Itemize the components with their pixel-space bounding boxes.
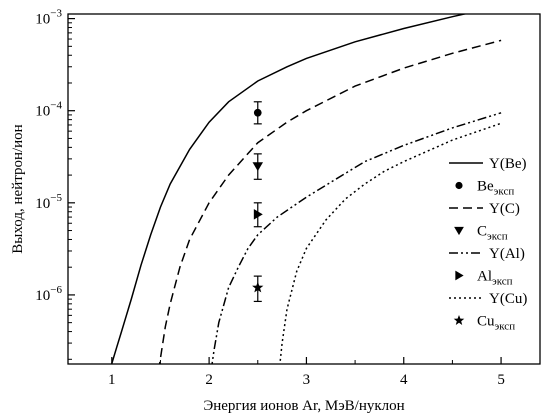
legend-marker xyxy=(454,226,464,236)
x-tick-label: 3 xyxy=(303,372,311,388)
y-tick-label: 10−4 xyxy=(35,100,62,120)
y-tick-label: 10−5 xyxy=(35,192,62,212)
data-point-al xyxy=(253,209,263,220)
y-tick-label: 10−6 xyxy=(35,284,62,304)
legend-label: Y(Al) xyxy=(489,246,525,262)
x-tick-label: 1 xyxy=(108,372,116,388)
y-axis-label: Выход, нейтрон/ион xyxy=(10,124,26,253)
y-tick-label: 10−3 xyxy=(35,8,62,28)
data-points xyxy=(252,101,264,303)
legend-marker xyxy=(453,315,465,325)
x-tick-label: 5 xyxy=(497,372,505,388)
legend-label: Beэксп xyxy=(477,179,514,198)
series-line-ybe xyxy=(111,14,468,364)
x-tick-label: 2 xyxy=(205,372,213,388)
legend-marker xyxy=(455,181,463,190)
axis-ticks: 1 2 3 4 5 10−6 10−5 10−4 10−3 xyxy=(35,8,505,388)
legend-label: Cuэксп xyxy=(477,314,515,333)
legend-label: Y(C) xyxy=(489,201,520,217)
x-axis-label: Энергия ионов Ar, МэВ/нуклон xyxy=(203,398,404,414)
series-line-ycu xyxy=(279,122,502,364)
data-point-cu xyxy=(252,281,264,293)
data-point-c xyxy=(252,162,264,172)
legend-label: Alэксп xyxy=(477,269,513,288)
legend: Y(Be) Beэксп Y(C) Cэксп Y(Al) Alэксп Y(Cu) Cuэк… xyxy=(449,156,527,333)
data-point-be xyxy=(253,108,262,117)
plot-frame xyxy=(67,13,541,365)
legend-label: Cэксп xyxy=(477,224,508,243)
series-line-yal xyxy=(211,112,502,364)
x-tick-label: 4 xyxy=(400,372,408,388)
legend-label: Y(Be) xyxy=(489,156,527,172)
legend-marker xyxy=(455,270,464,281)
series-line-yc xyxy=(158,39,502,364)
curves xyxy=(111,14,502,364)
legend-label: Y(Cu) xyxy=(489,291,527,307)
